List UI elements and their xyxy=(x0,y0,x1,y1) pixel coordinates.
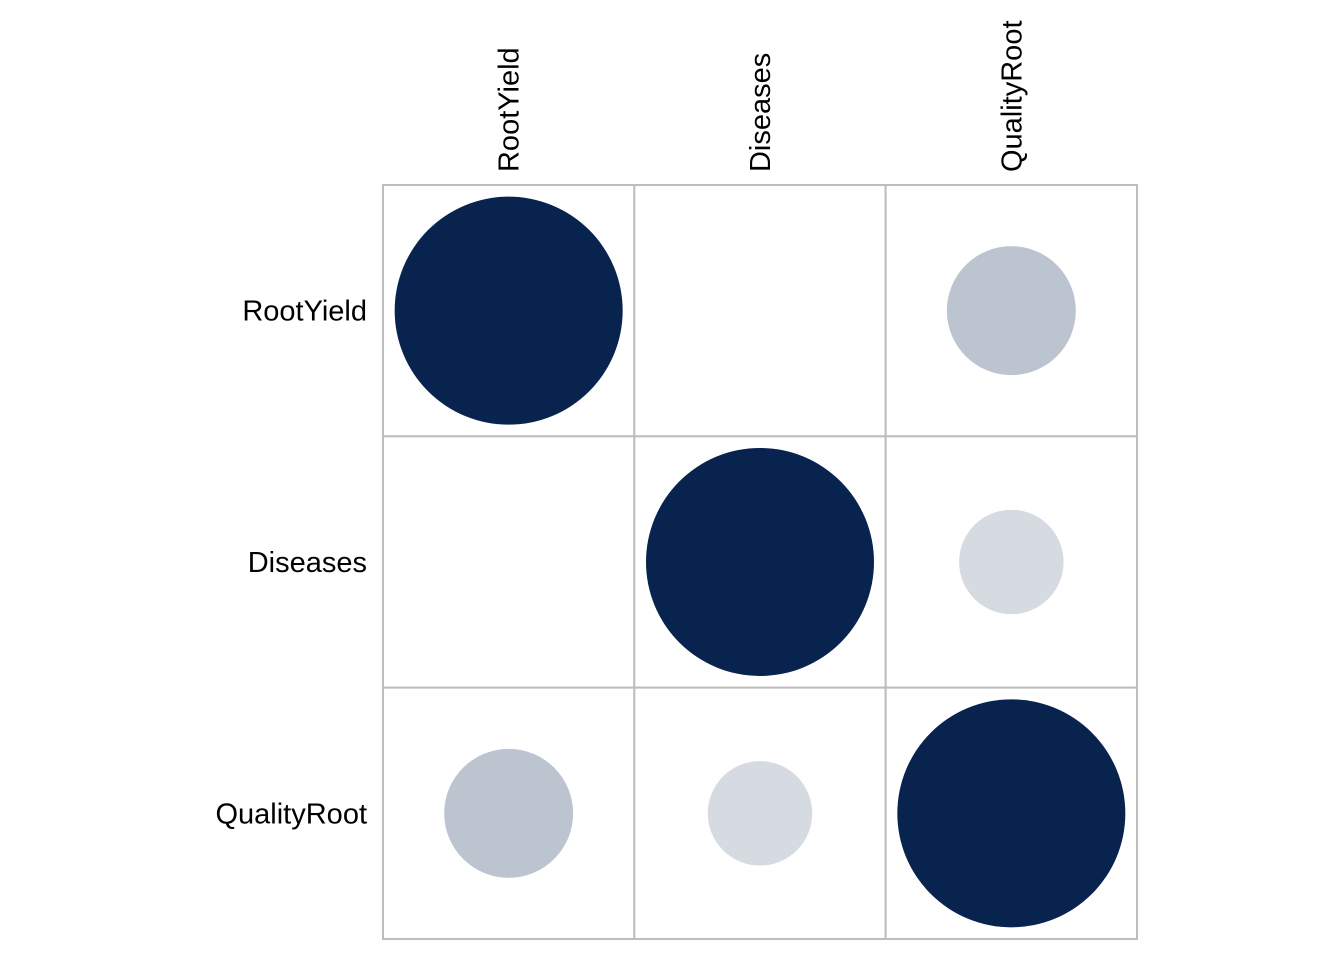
corr-circle-Diseases-QualityRoot xyxy=(959,509,1064,615)
label-layer: RootYield Diseases QualityRoot RootYield Dis… xyxy=(215,20,1028,830)
corr-circle-QualityRoot-Diseases xyxy=(707,761,813,866)
grid-layer xyxy=(382,184,1138,940)
corr-circle-QualityRoot-RootYield xyxy=(444,748,574,878)
corr-circle-Diseases-Diseases xyxy=(645,447,874,676)
column-label-QualityRoot: QualityRoot xyxy=(996,20,1028,172)
corr-circle-RootYield-QualityRoot xyxy=(946,246,1076,376)
row-label-QualityRoot: QualityRoot xyxy=(215,798,367,830)
corr-circle-RootYield-Diseases xyxy=(748,299,772,323)
row-label-RootYield: RootYield xyxy=(242,296,367,328)
corr-circle-Diseases-RootYield xyxy=(497,550,521,574)
corr-circle-RootYield-RootYield xyxy=(394,196,623,425)
column-label-RootYield: RootYield xyxy=(494,47,526,172)
circle-layer xyxy=(394,196,1126,928)
column-label-Diseases: Diseases xyxy=(745,53,777,172)
corr-circle-QualityRoot-QualityRoot xyxy=(897,699,1126,928)
row-label-Diseases: Diseases xyxy=(248,547,367,579)
